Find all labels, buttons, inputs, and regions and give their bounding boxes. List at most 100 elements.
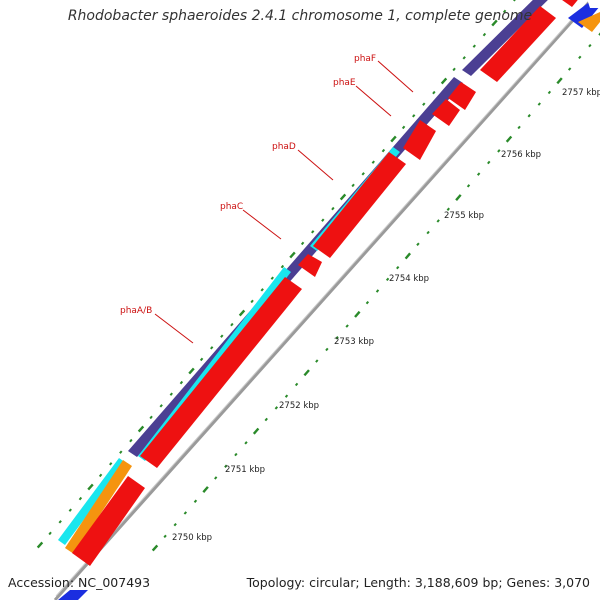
tick-mark	[163, 534, 167, 539]
tick-mark	[412, 114, 416, 118]
tick-mark	[462, 56, 466, 60]
scale-label: 2754 kbp	[389, 274, 429, 284]
tick-mark	[202, 486, 209, 493]
gene-label-leader	[297, 149, 334, 181]
tick-mark	[416, 242, 420, 246]
tick-mark	[149, 415, 153, 420]
topology-summary: Topology: circular; Length: 3,188,609 bp…	[246, 575, 590, 590]
tick-mark	[466, 184, 471, 188]
tick-mark	[234, 452, 238, 457]
tick-mark	[315, 359, 319, 363]
tick-mark	[188, 367, 195, 375]
gene-label: phaD	[272, 142, 296, 152]
gene-arrow	[403, 120, 436, 160]
tick-mark	[300, 241, 305, 246]
tick-mark	[390, 135, 397, 143]
cyan-band-segment	[58, 458, 126, 545]
gene-label-leader	[377, 60, 414, 93]
tick-mark	[396, 265, 400, 270]
tick-mark	[432, 90, 436, 95]
gene-arrow	[72, 476, 145, 566]
tick-mark	[87, 483, 94, 491]
tick-mark	[48, 531, 52, 536]
tick-mark	[250, 299, 254, 304]
tick-mark	[159, 404, 163, 408]
scale-label: 2756 kbp	[501, 150, 541, 160]
tick-mark	[193, 499, 198, 503]
tick-mark	[173, 522, 177, 527]
tick-mark	[129, 438, 133, 443]
tick-mark	[452, 67, 456, 72]
gene-label: phaE	[333, 78, 356, 88]
scale-label: 2755 kbp	[444, 211, 484, 221]
tick-mark	[244, 441, 248, 445]
gene-arrow	[140, 277, 302, 468]
tick-mark	[238, 309, 246, 317]
tick-mark	[354, 310, 361, 318]
tick-mark	[270, 276, 274, 280]
tick-mark	[36, 541, 44, 549]
tick-mark	[183, 511, 188, 515]
tick-mark	[517, 125, 521, 130]
tick-mark	[224, 464, 228, 468]
tick-mark	[311, 230, 315, 234]
tick-mark	[214, 476, 218, 480]
tick-mark	[58, 520, 62, 524]
gene-arrow	[480, 6, 556, 82]
tick-mark	[294, 382, 299, 387]
tick-mark	[482, 32, 487, 37]
tick-mark	[289, 251, 296, 259]
tick-mark	[502, 9, 507, 14]
gene-label-leader	[242, 209, 282, 240]
tick-mark	[455, 194, 462, 201]
tick-mark	[476, 172, 481, 176]
tick-mark	[345, 324, 349, 328]
scale-label: 2757 kbp	[562, 88, 600, 98]
tick-mark	[527, 114, 531, 118]
tick-mark	[68, 508, 72, 512]
tick-mark	[505, 135, 513, 143]
tick-mark	[303, 369, 310, 377]
gene-label: phaF	[354, 54, 376, 64]
tick-mark	[385, 277, 390, 282]
gene-arrow	[448, 82, 476, 110]
tick-mark	[260, 288, 264, 292]
tick-mark	[264, 417, 268, 422]
tick-mark	[274, 406, 279, 410]
cds-band-segment	[462, 0, 548, 76]
tick-mark	[556, 77, 563, 85]
tick-mark	[252, 427, 260, 435]
scale-label: 2752 kbp	[279, 401, 319, 411]
backbone-line-inner	[55, 9, 581, 597]
gene-label: phaC	[220, 202, 243, 212]
tick-mark	[436, 219, 440, 223]
tick-mark	[335, 336, 339, 340]
tick-mark	[365, 300, 370, 305]
tick-mark	[119, 450, 123, 454]
tick-mark	[361, 172, 365, 176]
tick-mark	[497, 149, 501, 153]
blue-band-segment	[58, 590, 88, 600]
tick-mark	[199, 357, 204, 362]
gene-label: phaA/B	[120, 306, 152, 316]
tick-mark	[598, 32, 600, 36]
tick-mark	[567, 67, 572, 71]
tick-mark	[381, 148, 386, 153]
tick-marks-outer	[36, 0, 516, 549]
tick-mark	[331, 206, 335, 211]
scale-label: 2750 kbp	[172, 533, 212, 543]
tick-mark	[401, 125, 406, 130]
gene-label-leader	[355, 85, 392, 117]
gene-arrow	[298, 254, 322, 277]
scale-label: 2753 kbp	[334, 337, 374, 347]
tick-mark	[547, 90, 552, 95]
tick-mark	[321, 218, 325, 222]
tick-mark	[284, 394, 289, 398]
backbone-line	[53, 0, 594, 600]
tick-mark	[179, 380, 184, 385]
orange-band-segment-edge	[578, 12, 600, 32]
tick-mark	[404, 252, 412, 260]
gene-arrow	[562, 0, 578, 7]
tick-mark	[446, 207, 450, 211]
gene-label-leader	[154, 313, 194, 344]
